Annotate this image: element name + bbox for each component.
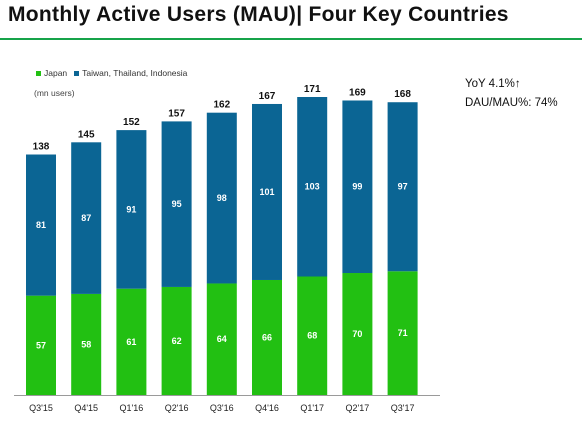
total-label: 171 [304,84,321,95]
data-label-others: 95 [172,199,182,209]
x-tick-label: Q1'17 [300,403,324,413]
x-tick-label: Q4'15 [74,403,98,413]
bar-segment-others [116,130,147,289]
bar-segment-japan [71,293,102,395]
bar-segment-japan [342,273,373,395]
page-title: Monthly Active Users (MAU)| Four Key Cou… [8,3,509,26]
data-label-japan: 68 [307,331,317,341]
bar-segment-others [161,121,192,287]
data-label-others: 98 [217,193,227,203]
x-tick-label: Q3'17 [391,403,415,413]
bar-segment-japan [116,288,147,395]
bar-segment-japan [206,283,237,395]
bar-segment-others [297,97,328,277]
x-tick-label: Q1'16 [120,403,144,413]
x-tick-label: Q2'16 [165,403,189,413]
title-underline [0,38,582,40]
data-label-others: 103 [305,182,320,192]
bar-segment-others [252,103,282,280]
data-label-japan: 64 [217,334,227,344]
data-label-japan: 66 [262,332,272,342]
dau-mau-note: DAU/MAU%: 74% [465,97,558,109]
bar-segment-others [342,100,373,274]
x-tick-label: Q3'15 [29,403,53,413]
x-tick-label: Q4'16 [255,403,279,413]
data-label-others: 91 [126,204,136,214]
data-label-japan: 71 [398,328,408,338]
chart-legend: Japan Taiwan, Thailand, Indonesia [36,68,187,78]
notes-box: YoY 4.1%↑ DAU/MAU%: 74% [465,75,558,113]
total-label: 162 [213,100,230,111]
bar-segment-japan [387,271,418,395]
bar-segment-japan [161,286,192,395]
bar-segment-others [387,102,418,272]
legend-label-others: Taiwan, Thailand, Indonesia [82,68,188,78]
bar-segment-japan [252,279,282,395]
bar-segment-others [206,112,237,284]
total-label: 168 [394,89,411,100]
data-label-others: 97 [398,182,408,192]
yoy-note: YoY 4.1%↑ [465,78,521,90]
total-label: 145 [78,129,95,140]
data-label-japan: 58 [81,339,91,349]
unit-label: (mn users) [34,88,75,98]
bar-segment-others [26,154,56,296]
legend-label-japan: Japan [44,68,68,78]
legend-swatch-japan [36,70,41,76]
data-label-japan: 62 [172,336,182,346]
data-label-others: 87 [81,213,91,223]
legend-item-japan: Japan [36,68,67,78]
total-label: 167 [259,91,276,102]
x-tick-label: Q2'17 [346,403,370,413]
data-label-japan: 70 [352,329,362,339]
data-label-others: 99 [352,182,362,192]
total-label: 138 [33,142,50,153]
legend-item-others: Taiwan, Thailand, Indonesia [74,68,187,78]
data-label-japan: 61 [126,337,136,347]
bar-segment-japan [297,276,328,395]
bar-segment-japan [26,295,56,395]
total-label: 157 [168,108,185,119]
data-label-others: 81 [36,220,46,230]
legend-swatch-others [74,70,80,76]
total-label: 169 [349,87,366,98]
bar-segment-others [71,142,102,294]
total-label: 152 [123,117,140,128]
x-tick-label: Q3'16 [210,403,234,413]
data-label-others: 101 [259,187,274,197]
data-label-japan: 57 [36,340,46,350]
